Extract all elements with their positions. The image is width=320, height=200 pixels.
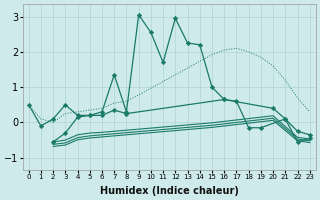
X-axis label: Humidex (Indice chaleur): Humidex (Indice chaleur) bbox=[100, 186, 239, 196]
